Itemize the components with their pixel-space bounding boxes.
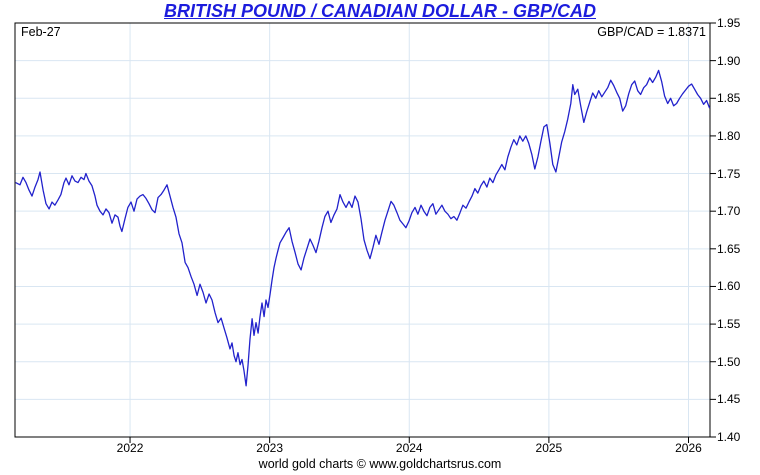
x-tick-label: 2026 bbox=[675, 441, 702, 455]
chart-title: BRITISH POUND / CANADIAN DOLLAR - GBP/CA… bbox=[164, 1, 596, 21]
x-tick-label: 2023 bbox=[256, 441, 283, 455]
y-tick-label: 1.50 bbox=[717, 354, 741, 369]
y-tick-label: 1.65 bbox=[717, 241, 741, 256]
quote-label: GBP/CAD = 1.8371 bbox=[597, 25, 706, 39]
date-label: Feb-27 bbox=[21, 25, 61, 39]
y-tick-label: 1.75 bbox=[717, 166, 741, 181]
x-tick-label: 2024 bbox=[395, 441, 423, 455]
y-tick-label: 1.40 bbox=[717, 430, 741, 444]
y-tick-label: 1.60 bbox=[717, 279, 741, 294]
price-line bbox=[15, 69, 711, 387]
x-tick-label: 2022 bbox=[116, 441, 144, 455]
y-tick-label: 1.95 bbox=[717, 16, 741, 30]
footer-credit: world gold charts © www.goldchartsrus.co… bbox=[258, 457, 502, 471]
y-tick-label: 1.70 bbox=[717, 204, 741, 219]
x-tick-label: 2025 bbox=[535, 441, 563, 455]
plot-border bbox=[14, 22, 711, 438]
y-tick-label: 1.45 bbox=[717, 392, 741, 407]
y-tick-label: 1.55 bbox=[717, 317, 741, 332]
y-tick-label: 1.90 bbox=[717, 53, 741, 68]
y-tick-label: 1.85 bbox=[717, 91, 741, 106]
y-tick-label: 1.80 bbox=[717, 128, 741, 143]
